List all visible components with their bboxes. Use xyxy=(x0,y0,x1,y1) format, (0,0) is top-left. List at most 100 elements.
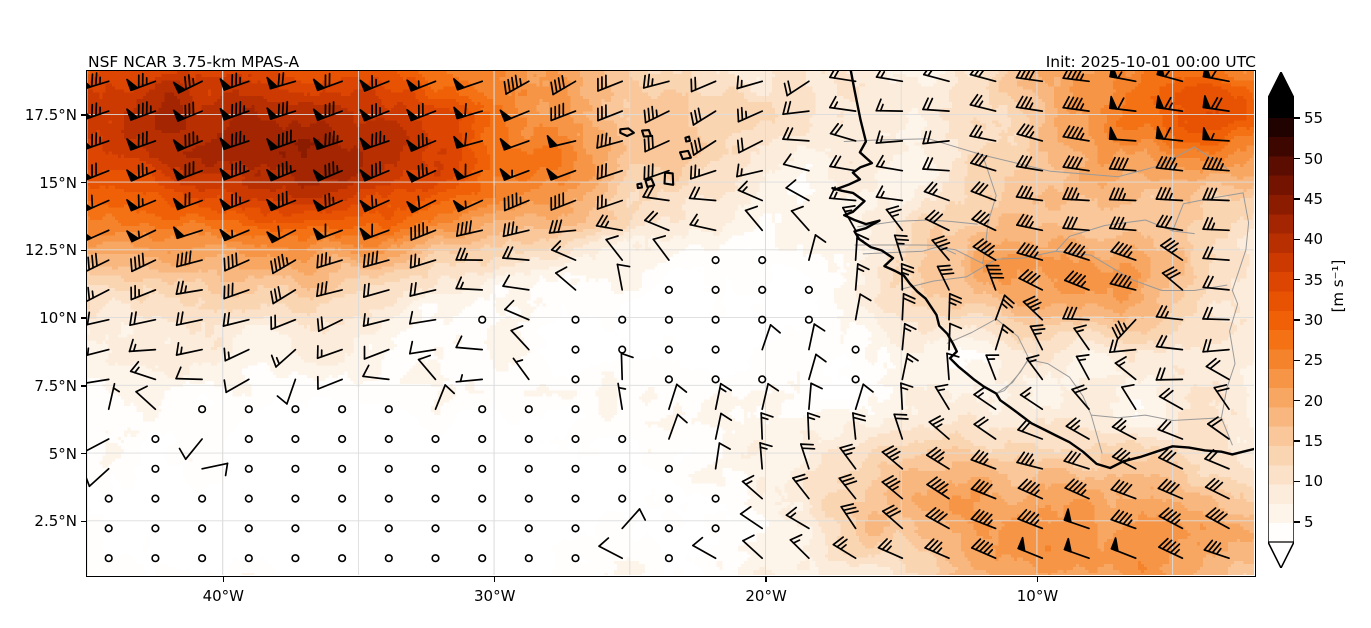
wind-barb xyxy=(1109,71,1137,83)
wind-barb xyxy=(1108,187,1137,202)
wind-barb xyxy=(172,160,203,181)
wind-barb xyxy=(852,412,867,440)
wind-barb xyxy=(924,209,950,232)
wind-barb xyxy=(503,192,530,212)
y-tickmark xyxy=(81,317,86,319)
wind-barb xyxy=(219,228,250,242)
wind-barb xyxy=(316,345,343,360)
wind-barb xyxy=(668,383,688,411)
wind-barb xyxy=(875,98,904,112)
y-axis-tick-label-6: 17.5°N xyxy=(24,105,77,124)
wind-barb xyxy=(741,474,764,500)
wind-barb xyxy=(900,263,915,291)
colorbar-unit-label: [m s⁻¹] xyxy=(1329,259,1347,313)
wind-barb xyxy=(881,504,904,530)
wind-barb xyxy=(742,534,764,560)
wind-barb xyxy=(761,324,781,351)
colorbar-tick-label-2: 15 xyxy=(1304,432,1324,451)
wind-barb xyxy=(130,252,157,273)
wind-barb xyxy=(87,102,110,120)
wind-barb xyxy=(499,168,530,181)
wind-barb xyxy=(1075,354,1090,381)
wind-barb xyxy=(175,311,203,326)
wind-barb xyxy=(129,311,157,327)
wind-barb xyxy=(223,282,250,300)
wind-barb xyxy=(455,335,484,351)
y-tickmark xyxy=(81,114,86,116)
colorbar-tick-label-7: 40 xyxy=(1304,230,1324,249)
wind-barb xyxy=(359,74,390,92)
x-axis-tick-label-1: 30°W xyxy=(473,587,516,605)
wind-barb xyxy=(1016,123,1044,142)
wind-barb xyxy=(87,194,110,212)
wind-barb xyxy=(1155,186,1184,202)
wind-barb xyxy=(359,194,390,213)
wind-barb xyxy=(970,509,997,530)
wind-barb xyxy=(761,382,780,411)
wind-barb xyxy=(312,101,343,121)
wind-barb xyxy=(1155,305,1184,321)
wind-barb xyxy=(1063,537,1090,560)
wind-barb xyxy=(1071,384,1090,411)
wind-barb xyxy=(1157,419,1184,440)
wind-barb xyxy=(1202,246,1230,261)
wind-barb xyxy=(924,538,950,560)
wind-barb xyxy=(596,163,624,180)
wind-barb xyxy=(901,353,919,381)
wind-barb xyxy=(854,263,870,291)
wind-barb xyxy=(616,263,631,291)
wind-barb xyxy=(973,416,997,440)
wind-barb xyxy=(406,102,437,122)
wind-barb xyxy=(901,292,916,321)
wind-barb xyxy=(266,100,297,120)
wind-barb xyxy=(359,130,390,151)
wind-barb xyxy=(417,354,437,381)
y-tickmark xyxy=(81,452,86,455)
wind-barb xyxy=(1017,478,1044,500)
wind-barb xyxy=(1015,95,1044,112)
x-tickmark xyxy=(493,577,496,582)
wind-barb xyxy=(512,357,530,381)
wind-barb xyxy=(87,72,110,89)
wind-barb xyxy=(1063,450,1090,470)
colorbar-tickmark xyxy=(1294,157,1300,160)
map-plot-area[interactable] xyxy=(86,70,1256,577)
wind-barb xyxy=(970,479,997,500)
wind-barb xyxy=(994,323,1014,351)
wind-barb xyxy=(312,130,343,150)
wind-barb xyxy=(970,181,997,202)
wind-barb xyxy=(690,107,717,126)
wind-barb xyxy=(808,382,823,411)
colorbar-tickmark xyxy=(1294,480,1300,483)
wind-barb xyxy=(312,161,343,182)
wind-barb xyxy=(406,133,437,152)
wind-barb xyxy=(362,250,390,268)
wind-barb xyxy=(316,375,343,390)
colorbar-gradient xyxy=(1268,72,1294,568)
wind-barb xyxy=(1202,71,1230,83)
wind-barb xyxy=(714,382,733,411)
wind-barb xyxy=(219,100,250,121)
wind-barb xyxy=(1062,186,1090,202)
wind-barb xyxy=(922,97,950,112)
wind-barb xyxy=(266,71,297,90)
wind-barb xyxy=(1062,216,1090,232)
wind-barb xyxy=(550,240,577,261)
wind-barb xyxy=(453,102,484,120)
wind-barb xyxy=(877,538,904,560)
wind-barb xyxy=(926,476,950,500)
colorbar-tickmark xyxy=(1294,359,1300,362)
wind-barb xyxy=(928,415,950,440)
wind-barb xyxy=(808,353,827,381)
wind-barb xyxy=(172,226,203,240)
wind-barb xyxy=(1158,387,1184,411)
wind-barb xyxy=(1159,237,1184,261)
colorbar-tick-label-1: 10 xyxy=(1304,472,1324,491)
colorbar[interactable] xyxy=(1268,72,1294,568)
wind-barb xyxy=(759,442,773,470)
wind-barb xyxy=(362,312,390,327)
wind-barb xyxy=(597,74,624,92)
wind-barb xyxy=(1202,187,1230,202)
wind-barb xyxy=(972,238,997,261)
wind-barb xyxy=(126,72,157,92)
